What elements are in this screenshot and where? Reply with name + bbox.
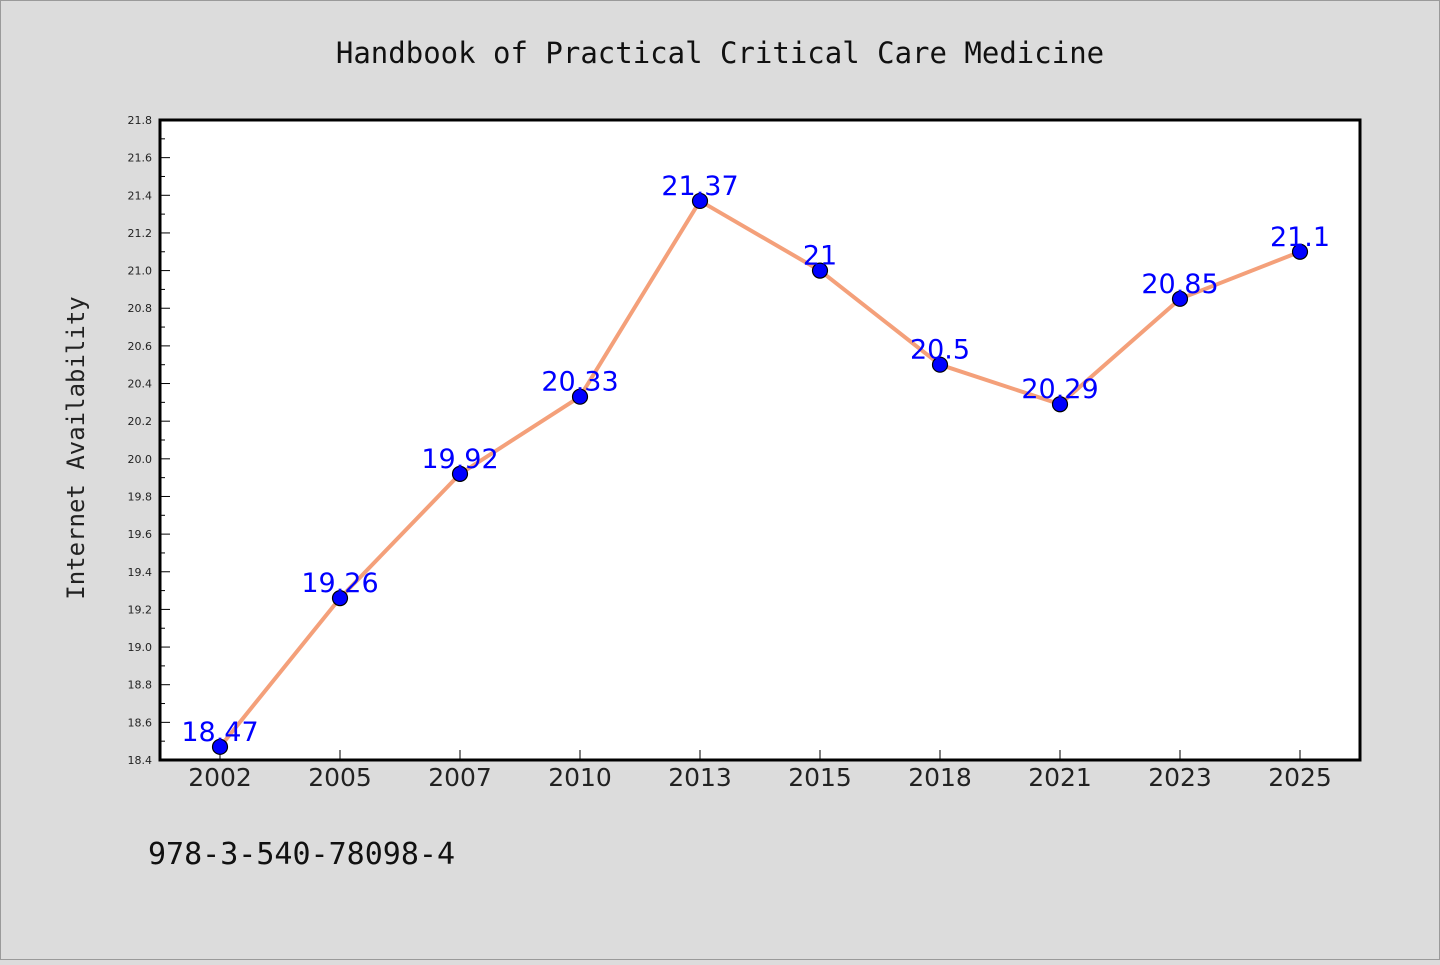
data-point-label: 20.5 [910, 335, 970, 366]
data-point [1051, 396, 1069, 413]
data-point-label: 20.33 [541, 367, 618, 398]
y-tick-label: 18.8 [128, 679, 153, 692]
data-point [1291, 243, 1309, 260]
data-point-label: 20.29 [1021, 374, 1098, 405]
x-tick-label: 2010 [548, 763, 612, 792]
x-tick-label: 2023 [1148, 763, 1212, 792]
x-tick-label: 2025 [1268, 763, 1332, 792]
x-tick-label: 2015 [788, 763, 852, 792]
y-tick-label: 21.4 [128, 189, 153, 202]
y-tick-label: 20.2 [128, 415, 153, 428]
y-tick-label: 18.6 [128, 716, 153, 729]
data-point [451, 465, 469, 482]
y-tick-label: 21.0 [128, 265, 153, 278]
series-line [218, 198, 1302, 749]
x-axis: 2002 2005 2007 2010 2013 2015 2018 2021 2023 2025 [188, 750, 1332, 792]
data-point-label: 18.47 [181, 717, 258, 748]
data-point-label: 19.26 [301, 568, 378, 599]
data-point [571, 388, 589, 405]
y-axis: 18.4 18.6 18.8 19.0 19.2 19.4 19.6 19.8 20.0 20.2… [128, 114, 170, 767]
series-markers [211, 192, 1309, 755]
y-tick-label: 19.6 [128, 528, 153, 541]
data-point [1171, 290, 1189, 307]
data-point-label: 19.92 [421, 444, 498, 475]
data-point-label: 21.37 [661, 171, 738, 202]
data-point-label: 21 [803, 241, 837, 272]
y-tick-label: 20.8 [128, 302, 153, 315]
data-point [211, 738, 229, 755]
data-point-label: 20.85 [1141, 269, 1218, 300]
x-tick-label: 2021 [1028, 763, 1092, 792]
data-point [691, 192, 709, 210]
y-tick-label: 20.4 [128, 378, 153, 391]
x-tick-label: 2013 [668, 763, 732, 792]
y-axis-label: Internet Availability [62, 296, 90, 599]
plot-frame [158, 118, 1362, 762]
chart-title: Handbook of Practical Critical Care Medi… [336, 36, 1104, 70]
y-tick-label: 20.0 [128, 453, 153, 466]
x-tick-label: 2002 [188, 763, 252, 792]
x-tick-label: 2018 [908, 763, 972, 792]
data-point [931, 356, 949, 373]
data-point [331, 590, 349, 607]
data-labels: 18.47 19.26 19.92 20.33 21.37 21 20.5 20.29 20.8… [181, 171, 1330, 748]
x-tick-label: 2005 [308, 763, 372, 792]
y-tick-label: 19.4 [128, 566, 153, 579]
y-tick-label: 21.2 [128, 227, 153, 240]
footer-isbn-text: 978-3-540-78098-4 [148, 837, 455, 872]
y-tick-label: 21.8 [128, 114, 153, 127]
y-tick-label: 19.0 [128, 641, 153, 654]
y-tick-label: 19.2 [128, 603, 153, 616]
plot-area [160, 120, 1360, 760]
data-point-label: 21.1 [1270, 222, 1330, 253]
y-tick-label: 19.8 [128, 490, 153, 503]
y-tick-label: 18.4 [128, 754, 153, 767]
x-tick-label: 2007 [428, 763, 492, 792]
y-tick-label: 20.6 [128, 340, 153, 353]
y-tick-label: 21.6 [128, 152, 153, 165]
data-point [811, 262, 829, 279]
